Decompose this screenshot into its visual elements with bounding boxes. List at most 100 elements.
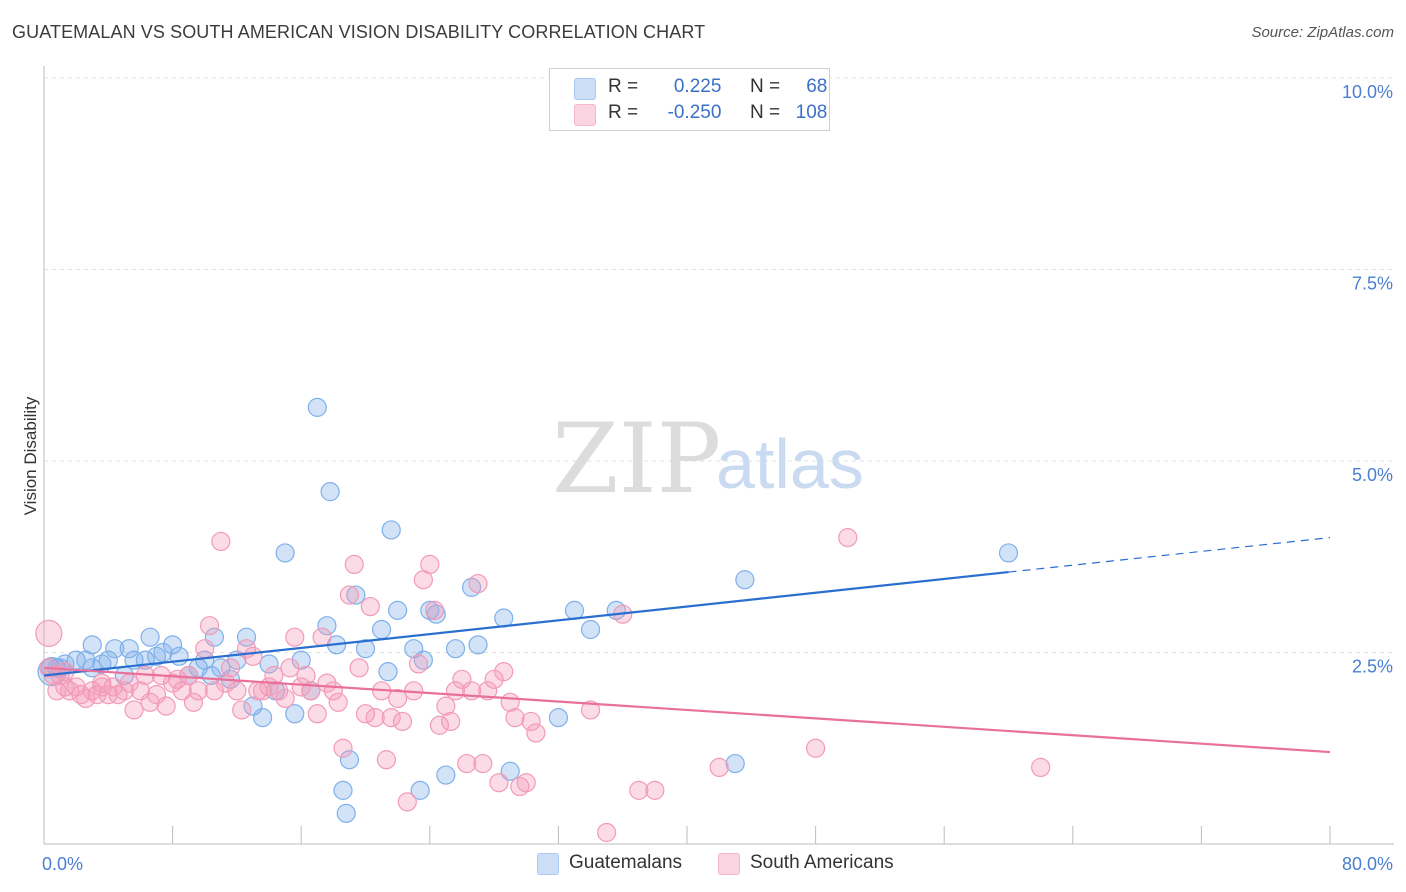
- data-point: [725, 753, 745, 774]
- y-axis-label: Vision Disability: [21, 396, 40, 515]
- legend-r-label: R =: [608, 76, 639, 97]
- data-point: [264, 665, 284, 686]
- y-tick-label: 10.0%: [1342, 82, 1393, 102]
- trend-line-extension: [1008, 537, 1331, 573]
- data-point: [333, 780, 353, 800]
- data-point: [580, 700, 601, 720]
- data-point: [167, 669, 188, 689]
- data-point: [275, 688, 295, 709]
- data-point: [494, 608, 514, 628]
- data-point: [243, 646, 263, 666]
- data-point: [285, 704, 305, 724]
- legend-text: R = -0.250 N = 108: [608, 102, 827, 124]
- data-point: [253, 708, 273, 728]
- data-point: [365, 708, 385, 728]
- data-point: [76, 688, 96, 709]
- bottom-legend-label: South Americans: [750, 852, 894, 873]
- data-point: [505, 708, 525, 728]
- data-point: [526, 723, 546, 743]
- data-point: [420, 554, 440, 575]
- data-point: [381, 520, 401, 540]
- data-point: [307, 397, 327, 417]
- series-guatemalans-points: [37, 397, 1019, 823]
- data-point: [105, 639, 125, 659]
- data-point: [183, 692, 204, 712]
- data-point: [478, 681, 498, 701]
- axes: [43, 66, 1394, 845]
- trend-line: [43, 570, 1009, 677]
- legend-r-label: R =: [608, 102, 639, 123]
- trend-line: [43, 666, 1331, 754]
- data-point: [124, 700, 144, 720]
- data-point: [397, 792, 417, 812]
- data-point: [355, 639, 376, 659]
- data-point: [376, 750, 396, 770]
- data-point: [629, 780, 649, 800]
- data-point: [317, 616, 337, 636]
- y-tick-label: 7.5%: [1352, 274, 1393, 294]
- bottom-legend-swatch-guatemalans: [537, 853, 559, 875]
- data-point: [179, 665, 199, 686]
- data-point: [275, 543, 295, 563]
- data-point: [204, 681, 224, 701]
- data-point: [312, 627, 332, 647]
- data-point: [388, 600, 408, 620]
- data-point: [381, 708, 401, 728]
- x-tick-label-max: 80.0%: [1342, 854, 1393, 874]
- data-point: [521, 711, 541, 732]
- data-point: [998, 543, 1019, 563]
- data-point: [516, 773, 536, 793]
- data-point: [360, 596, 380, 617]
- y-tick-label: 2.5%: [1352, 657, 1393, 677]
- watermark-atlas: atlas: [716, 425, 864, 503]
- data-point: [425, 600, 445, 620]
- data-point: [140, 627, 160, 647]
- series-south-americans-points: [35, 527, 1051, 843]
- legend-n-label: N =: [749, 102, 781, 123]
- chart-title: GUATEMALAN VS SOUTH AMERICAN VISION DISA…: [12, 22, 706, 42]
- data-point: [445, 639, 466, 659]
- data-point: [388, 688, 408, 709]
- data-point: [291, 650, 311, 670]
- source-label: Source: ZipAtlas.com: [1251, 24, 1394, 41]
- data-point: [735, 570, 755, 590]
- legend-n-value: 108: [795, 102, 828, 123]
- data-point: [211, 531, 231, 552]
- grid-lines: [44, 77, 1394, 653]
- bottom-legend-swatch-south-americans: [718, 853, 740, 875]
- data-point: [580, 619, 601, 640]
- data-point: [410, 780, 430, 800]
- data-point: [494, 662, 514, 682]
- data-point: [236, 627, 257, 647]
- data-point: [484, 669, 504, 689]
- legend-n-value: 68: [806, 76, 828, 97]
- data-point: [355, 704, 376, 724]
- legend-r-value: -0.250: [667, 102, 722, 123]
- data-point: [473, 753, 493, 774]
- data-point: [339, 585, 360, 605]
- data-point: [163, 635, 183, 655]
- data-point: [597, 822, 617, 843]
- data-point: [156, 696, 176, 716]
- data-point: [500, 761, 520, 781]
- data-point: [269, 681, 289, 701]
- legend-r-value: 0.225: [673, 76, 722, 97]
- legend-n-label: N =: [749, 76, 781, 97]
- data-point: [441, 711, 461, 732]
- data-point: [227, 681, 247, 701]
- legend-swatch-south-americans: [574, 104, 596, 126]
- data-point: [408, 654, 429, 674]
- data-point: [378, 662, 398, 682]
- data-point: [468, 573, 488, 594]
- data-point: [333, 738, 353, 758]
- data-point: [457, 753, 477, 774]
- data-point: [320, 482, 340, 502]
- data-point: [280, 658, 300, 678]
- data-point: [199, 616, 220, 636]
- data-point: [436, 765, 456, 785]
- data-point: [344, 554, 364, 575]
- tick-labels: 2.5% 5.0% 7.5% 10.0% 0.0% 80.0%: [42, 82, 1393, 874]
- data-point: [489, 773, 509, 793]
- bottom-legend-label: Guatemalans: [569, 852, 683, 873]
